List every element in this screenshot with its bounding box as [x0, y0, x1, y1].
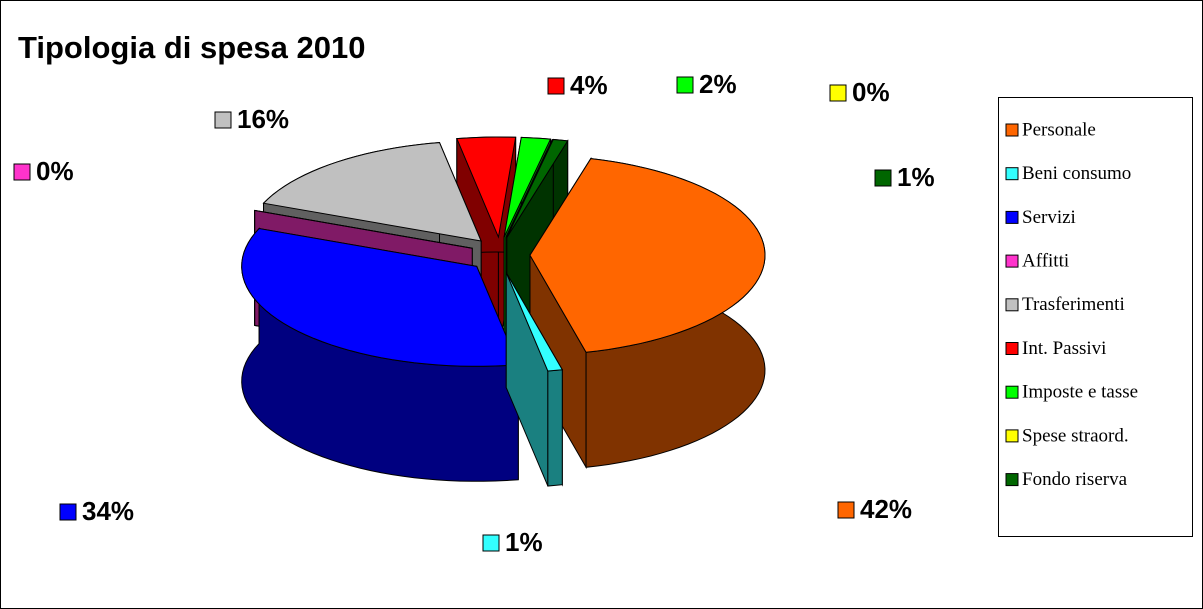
legend-key [1005, 254, 1019, 268]
data-label-key [829, 84, 847, 102]
data-label-key [547, 77, 565, 95]
data-label: 42% [860, 494, 912, 524]
slice-top [262, 142, 482, 242]
legend [998, 97, 1193, 537]
legend-label: Beni consumo [1022, 163, 1131, 184]
pie [241, 136, 766, 487]
legend-label: Personale [1022, 119, 1096, 140]
data-label: 0% [36, 156, 74, 186]
slice-wall [547, 369, 563, 487]
legend-key [1005, 210, 1019, 224]
legend-label: Servizi [1022, 207, 1076, 228]
slice [529, 156, 766, 470]
data-label: 2% [699, 69, 737, 99]
legend-label: Fondo riserva [1022, 469, 1128, 490]
slice-top [529, 158, 766, 353]
data-label: 34% [82, 496, 134, 526]
data-label-key [482, 534, 500, 552]
data-label: 0% [852, 77, 890, 107]
slice-top [503, 136, 552, 238]
legend-label: Spese straord. [1022, 425, 1129, 446]
legend-label: Int. Passivi [1022, 338, 1106, 359]
slice [241, 227, 520, 482]
legend-label: Affitti [1022, 250, 1069, 271]
data-label: 1% [897, 162, 935, 192]
legend-key [1005, 123, 1019, 137]
slice-top [456, 136, 517, 239]
data-label: 16% [237, 104, 289, 134]
legend-label: Imposte e tasse [1022, 382, 1138, 403]
legend-key [1005, 385, 1019, 399]
legend-key [1005, 298, 1019, 312]
data-label-key [214, 111, 232, 129]
data-label-key [874, 169, 892, 187]
data-label-key [837, 501, 855, 519]
data-label-key [676, 76, 694, 94]
slice-top [254, 209, 473, 249]
slice-top [505, 272, 564, 372]
chart-title: Tipologia di spesa 2010 [18, 30, 365, 65]
slice-top [505, 139, 553, 238]
data-label: 1% [505, 527, 543, 557]
legend-label: Trasferimenti [1022, 294, 1125, 315]
legend-key [1005, 473, 1019, 487]
legend-key [1005, 429, 1019, 443]
slice-top [506, 138, 569, 238]
data-label-key [59, 503, 77, 521]
data-label-key [13, 163, 31, 181]
data-label: 4% [570, 70, 608, 100]
slice [505, 270, 564, 487]
legend-key [1005, 342, 1019, 355]
slice-top [241, 228, 520, 367]
legend-key [1005, 167, 1019, 181]
